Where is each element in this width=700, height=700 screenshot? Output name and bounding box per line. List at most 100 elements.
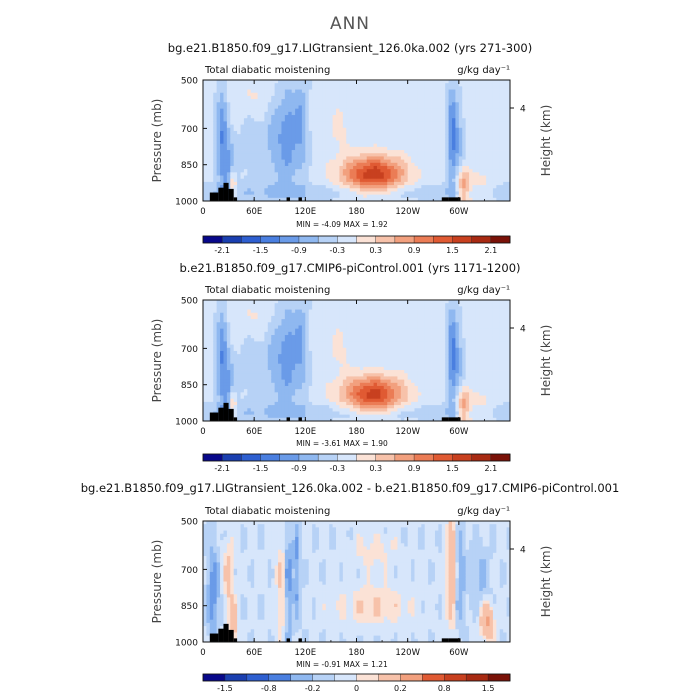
heatmap-cell: [237, 111, 241, 116]
heatmap-cell: [499, 86, 504, 90]
heatmap-cell: [342, 92, 347, 97]
heatmap-cell: [325, 350, 330, 355]
heatmap-cell: [264, 392, 269, 396]
heatmap-cell: [254, 83, 258, 87]
heatmap-cell: [295, 197, 299, 202]
heatmap-cell: [233, 370, 238, 374]
heatmap-cell: [431, 162, 436, 167]
heatmap-cell: [397, 143, 402, 148]
heatmap-cell: [312, 153, 316, 157]
heatmap-cell: [264, 150, 269, 154]
heatmap-cell: [298, 150, 303, 154]
heatmap-cell: [312, 83, 316, 87]
heatmap-cell: [213, 338, 218, 342]
heatmap-cell: [250, 309, 255, 314]
heatmap-cell: [417, 137, 422, 141]
heatmap-cell: [373, 92, 378, 97]
heatmap-cell: [329, 175, 334, 180]
heatmap-cell: [284, 411, 289, 416]
heatmap-cell: [325, 360, 330, 365]
heatmap-cell: [216, 124, 221, 129]
heatmap-cell: [281, 382, 286, 387]
heatmap-cell: [312, 366, 316, 371]
heatmap-cell: [305, 315, 310, 320]
heatmap-cell: [267, 165, 272, 170]
heatmap-cell: [220, 172, 224, 176]
heatmap-cell: [257, 169, 262, 173]
heatmap-cell: [301, 121, 306, 125]
heatmap-cell: [336, 188, 340, 192]
heatmap-cell: [363, 102, 368, 106]
heatmap-cell: [329, 143, 334, 148]
heatmap-cell: [390, 175, 395, 180]
heatmap-cell: [284, 191, 289, 196]
heatmap-cell: [380, 127, 385, 132]
heatmap-cell: [295, 165, 299, 170]
heatmap-cell: [349, 108, 354, 113]
heatmap-cell: [387, 80, 392, 84]
heatmap-cell: [230, 398, 235, 403]
heatmap-cell: [312, 172, 316, 176]
heatmap-cell: [346, 143, 351, 148]
heatmap-cell: [486, 153, 490, 157]
heatmap-cell: [452, 83, 456, 87]
heatmap-cell: [315, 156, 320, 160]
heatmap-cell: [404, 175, 409, 180]
heatmap-cell: [325, 417, 330, 422]
heatmap-cell: [264, 95, 269, 100]
heatmap-cell: [240, 360, 245, 365]
heatmap-cell: [305, 165, 310, 170]
heatmap-cell: [380, 178, 385, 183]
heatmap-cell: [230, 331, 235, 336]
heatmap-cell: [458, 95, 463, 100]
heatmap-cell: [308, 325, 313, 330]
heatmap-cell: [243, 306, 248, 310]
heatmap-cell: [332, 102, 337, 106]
heatmap-cell: [486, 140, 490, 145]
heatmap-cell: [383, 86, 388, 90]
heatmap-cell: [278, 146, 282, 151]
heatmap-cell: [349, 185, 354, 189]
heatmap-cell: [209, 360, 214, 365]
heatmap-cell: [281, 108, 286, 113]
heatmap-cell: [370, 188, 374, 192]
heatmap-cell: [325, 319, 330, 323]
heatmap-cell: [233, 169, 238, 173]
heatmap-cell: [465, 165, 470, 170]
heatmap-cell: [291, 197, 296, 202]
heatmap-cell: [404, 150, 409, 154]
heatmap-cell: [370, 140, 374, 145]
heatmap-cell: [332, 191, 337, 196]
heatmap-cell: [295, 354, 299, 358]
heatmap-cell: [407, 134, 412, 138]
heatmap-cell: [353, 169, 357, 173]
heatmap-cell: [240, 92, 245, 97]
heatmap-cell: [203, 370, 207, 374]
heatmap-cell: [237, 357, 241, 361]
heatmap-cell: [428, 188, 432, 192]
heatmap-cell: [479, 86, 484, 90]
heatmap-cell: [220, 124, 224, 129]
heatmap-cell: [438, 175, 443, 180]
heatmap-cell: [329, 322, 334, 326]
heatmap-cell: [339, 86, 344, 90]
heatmap-cell: [298, 344, 303, 349]
heatmap-cell: [411, 172, 415, 176]
heatmap-cell: [492, 146, 497, 151]
heatmap-cell: [462, 134, 467, 138]
heatmap-cell: [223, 102, 228, 106]
heatmap-cell: [288, 197, 293, 202]
heatmap-cell: [458, 143, 463, 148]
heatmap-cell: [254, 373, 258, 377]
heatmap-cell: [305, 335, 310, 339]
heatmap-cell: [445, 181, 449, 186]
heatmap-cell: [220, 312, 224, 317]
heatmap-cell: [492, 169, 497, 173]
heatmap-cell: [230, 309, 235, 314]
heatmap-cell: [407, 162, 412, 167]
heatmap-cell: [308, 405, 313, 409]
heatmap-cell: [216, 360, 221, 365]
heatmap-cell: [434, 165, 439, 170]
heatmap-cell: [397, 102, 402, 106]
heatmap-cell: [247, 175, 252, 180]
